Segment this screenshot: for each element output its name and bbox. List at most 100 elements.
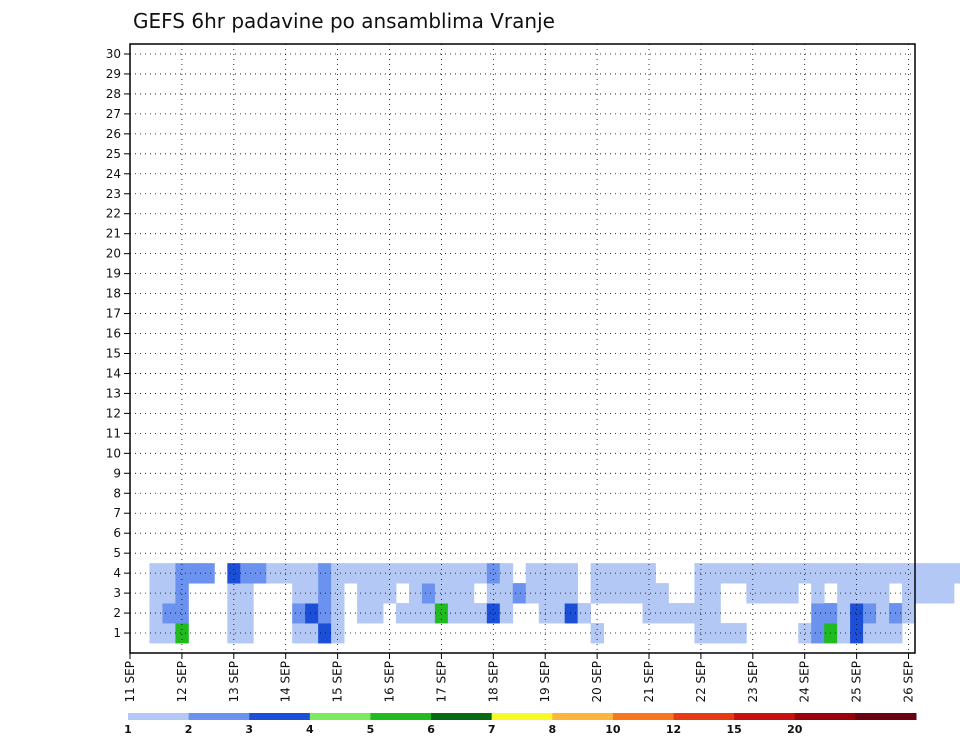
- y-tick-label: 9: [113, 466, 121, 480]
- heatmap-cell: [707, 583, 721, 604]
- heatmap-cell: [863, 623, 877, 644]
- heatmap-cell: [876, 623, 890, 644]
- colorbar-label: 8: [548, 723, 556, 736]
- y-axis: 1234567891011121314151617181920212223242…: [106, 47, 130, 640]
- heatmap-cell: [720, 623, 734, 644]
- heatmap-cell: [421, 563, 436, 584]
- heatmap-cell: [460, 563, 475, 584]
- heatmap-cell: [590, 563, 604, 584]
- heatmap-cell: [694, 563, 708, 584]
- heatmap-cell: [240, 603, 254, 624]
- x-tick-label: 13 SEP: [227, 661, 241, 703]
- heatmap-cell: [525, 563, 540, 584]
- heatmap-cell: [460, 583, 475, 604]
- heatmap-cell: [227, 623, 241, 644]
- y-tick-label: 16: [106, 327, 121, 341]
- heatmap-cell: [811, 563, 825, 584]
- heatmap-cell: [162, 623, 176, 644]
- heatmap-cell: [305, 603, 319, 624]
- colorbar-swatch: [673, 713, 735, 720]
- colorbar-label: 5: [367, 723, 375, 736]
- heatmap-cell: [707, 623, 721, 644]
- heatmap-cell: [629, 583, 643, 604]
- heatmap-cell: [837, 603, 851, 624]
- heatmap-cell: [772, 583, 786, 604]
- heatmap-cell: [837, 563, 851, 584]
- heatmap-cell: [940, 563, 955, 584]
- x-tick-label: 17 SEP: [434, 661, 448, 703]
- heatmap-cell: [720, 563, 734, 584]
- colorbar-label: 15: [726, 723, 741, 736]
- heatmap-cell: [927, 563, 942, 584]
- colorbar-label: 1: [124, 723, 132, 736]
- y-tick-label: 24: [106, 167, 121, 181]
- heatmap-cell: [707, 603, 721, 624]
- heatmap-cell: [162, 583, 176, 604]
- y-tick-label: 6: [113, 526, 121, 540]
- heatmap-cell: [629, 563, 643, 584]
- x-tick-label: 18 SEP: [486, 661, 500, 703]
- heatmap-cell: [837, 623, 851, 644]
- y-tick-label: 29: [106, 67, 121, 81]
- heatmap-cell: [525, 583, 540, 604]
- heatmap-cell: [318, 603, 332, 624]
- y-tick-label: 21: [106, 227, 121, 241]
- heatmap-cell: [746, 563, 760, 584]
- heatmap-cell: [434, 563, 449, 584]
- heatmap-cell: [811, 603, 825, 624]
- heatmap-cell: [616, 563, 630, 584]
- heatmap-cell: [655, 583, 669, 604]
- heatmap-cell: [940, 583, 955, 604]
- x-tick-label: 26 SEP: [902, 661, 916, 703]
- heatmap-cell: [175, 583, 189, 604]
- colorbar-label: 12: [666, 723, 681, 736]
- heatmap-cell: [642, 603, 656, 624]
- y-tick-label: 22: [106, 207, 121, 221]
- x-tick-label: 19 SEP: [538, 661, 552, 703]
- heatmap-cell: [499, 563, 514, 584]
- heatmap-cell: [331, 603, 345, 624]
- heatmap-cell: [370, 603, 384, 624]
- heatmap-cell: [421, 603, 436, 624]
- heatmap-cell: [564, 563, 579, 584]
- heatmap-cell: [798, 623, 812, 644]
- plot-frame: [129, 43, 916, 654]
- heatmap-cell: [551, 583, 566, 604]
- y-tick-label: 30: [106, 47, 121, 61]
- y-tick-label: 25: [106, 147, 121, 161]
- x-tick-label: 14 SEP: [279, 661, 293, 703]
- x-tick-label: 16 SEP: [383, 661, 397, 703]
- heatmap-cell: [201, 563, 215, 584]
- heatmap-cell: [707, 563, 721, 584]
- colorbar-swatch: [188, 713, 250, 720]
- y-tick-label: 11: [106, 426, 121, 440]
- heatmap-cell: [292, 583, 306, 604]
- colorbar-swatch: [612, 713, 675, 720]
- heatmap-cell: [149, 623, 163, 644]
- colorbar-label: 7: [488, 723, 496, 736]
- heatmap-cell: [318, 583, 332, 604]
- heatmap-cell: [486, 583, 501, 604]
- heatmap-cell: [162, 603, 176, 624]
- heatmap-cell: [811, 623, 825, 644]
- heatmap-cell: [863, 603, 877, 624]
- heatmap-cell: [434, 583, 449, 604]
- heatmap-cell: [876, 563, 890, 584]
- x-tick-label: 23 SEP: [746, 661, 760, 703]
- heatmap-cell: [175, 563, 189, 584]
- y-tick-label: 7: [113, 506, 121, 520]
- colorbar-swatch: [249, 713, 311, 720]
- heatmap-cell: [240, 623, 254, 644]
- heatmap-cell: [694, 583, 708, 604]
- heatmap-cell: [512, 583, 527, 604]
- heatmap-cell: [850, 603, 864, 624]
- heatmap-cell: [863, 563, 877, 584]
- heatmap-cell: [175, 603, 189, 624]
- heatmap-cell: [175, 623, 189, 644]
- colorbar-swatch: [794, 713, 856, 720]
- heatmap-cell: [227, 563, 241, 584]
- y-tick-label: 28: [106, 87, 121, 101]
- heatmap-cell: [421, 583, 436, 604]
- heatmap-cell: [850, 583, 864, 604]
